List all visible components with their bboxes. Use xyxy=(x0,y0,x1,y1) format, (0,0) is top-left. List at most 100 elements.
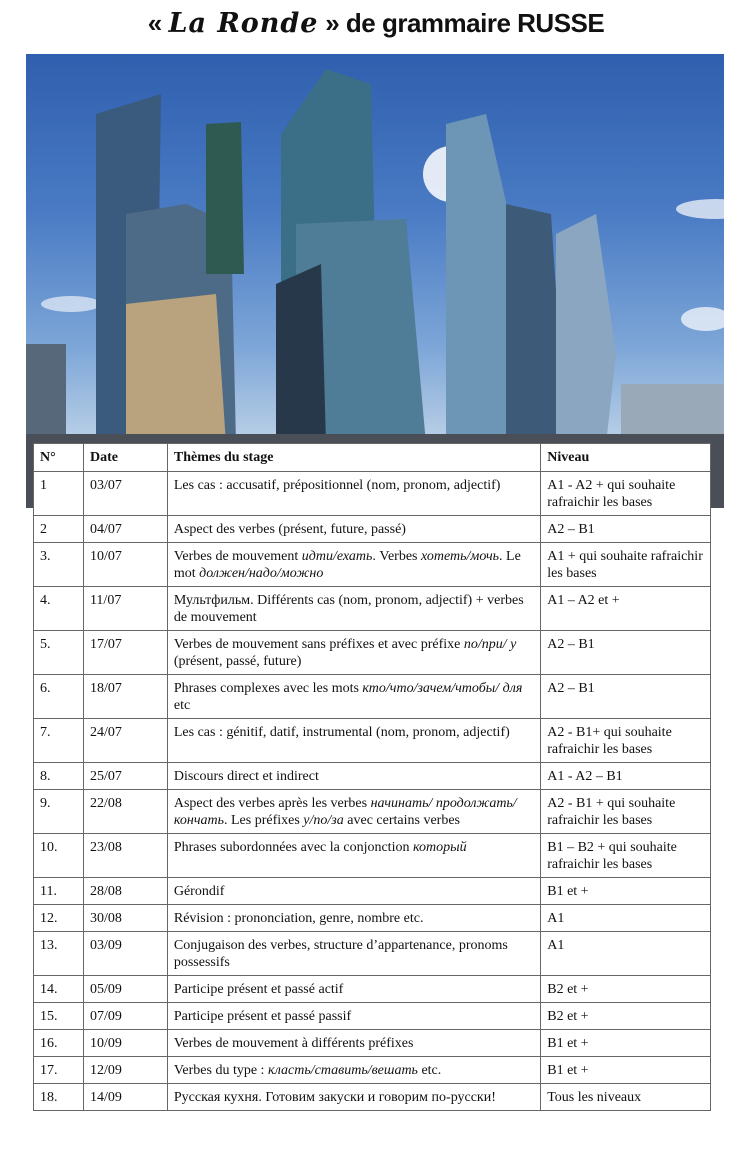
cell-level: A2 – B1 xyxy=(540,674,711,719)
table-row: 8. 25/07 Discours direct et indirect A1 - A… xyxy=(33,762,711,790)
table-row: 4. 11/07 Мультфильм. Différents cas (nom, … xyxy=(33,586,711,631)
cell-level: B1 et + xyxy=(540,1029,711,1057)
theme-text: avec certains verbes xyxy=(343,813,460,828)
table-row: 11. 28/08 Gérondif B1 et + xyxy=(33,877,711,905)
theme-text: (présent, passé, future) xyxy=(173,654,302,669)
theme-russian-term: который xyxy=(412,840,467,855)
moscow-city-skyline-photo xyxy=(26,54,724,508)
cell-date: 10/07 xyxy=(82,542,168,587)
table-row: 5. 17/07 Verbes de mouvement sans préfixes… xyxy=(33,630,711,675)
cell-date: 05/09 xyxy=(82,975,168,1003)
cell-number: 6. xyxy=(33,674,84,719)
page-title: « La Ronde » de grammaire RUSSE xyxy=(0,8,752,39)
cell-level: B1 – B2 + qui souhaite rafraichir les ba… xyxy=(540,833,711,878)
cell-theme: Gérondif xyxy=(166,877,542,905)
cell-date: 23/08 xyxy=(82,833,168,878)
cell-level: A1 xyxy=(540,931,711,976)
title-rest: de grammaire RUSSE xyxy=(345,8,605,38)
cell-number: 15. xyxy=(33,1002,84,1030)
cell-level: B2 et + xyxy=(540,975,711,1003)
table-row: 17. 12/09 Verbes du type : класть/ставить/… xyxy=(33,1056,711,1084)
table-row: 2 04/07 Aspect des verbes (présent, future… xyxy=(33,515,711,543)
cell-date: 24/07 xyxy=(82,718,168,763)
table-row: 1 03/07 Les cas : accusatif, prépositionne… xyxy=(33,471,711,516)
cell-level: B1 et + xyxy=(540,1056,711,1084)
cell-number: 12. xyxy=(33,904,84,932)
theme-text: Aspect des verbes (présent, future, pass… xyxy=(173,522,406,537)
cell-level: A2 - B1 + qui souhaite rafraichir les ba… xyxy=(540,789,711,834)
cell-number: 9. xyxy=(33,789,84,834)
header-level: Niveau xyxy=(540,443,711,472)
cell-date: 07/09 xyxy=(82,1002,168,1030)
table-row: 16. 10/09 Verbes de mouvement à différents… xyxy=(33,1029,711,1057)
title-logo: La Ronde xyxy=(168,8,319,39)
cell-date: 28/08 xyxy=(82,877,168,905)
theme-text: Aspect des verbes après les verbes xyxy=(173,796,371,811)
theme-russian-term: должен/надо/можно xyxy=(199,566,324,581)
table-row: 10. 23/08 Phrases subordonnées avec la con… xyxy=(33,833,711,878)
skyline-illustration xyxy=(26,69,724,508)
cell-date: 22/08 xyxy=(82,789,168,834)
header-date: Date xyxy=(82,443,168,472)
theme-text: Verbes de mouvement à différents préfixe… xyxy=(173,1036,414,1051)
table-row: 3. 10/07 Verbes de mouvement идти/ехать. V… xyxy=(33,542,711,587)
cell-date: 04/07 xyxy=(82,515,168,543)
theme-text: Мультфильм. Différents cas (nom, pronom,… xyxy=(173,593,524,625)
cell-theme: Les cas : génitif, datif, instrumental (… xyxy=(166,718,542,763)
cell-level: A1 + qui souhaite rafraichir les bases xyxy=(540,542,711,587)
theme-russian-term: класть/ставить/вешать xyxy=(267,1063,418,1078)
cell-number: 8. xyxy=(33,762,84,790)
cell-number: 7. xyxy=(33,718,84,763)
cell-number: 18. xyxy=(33,1083,84,1111)
cell-theme: Aspect des verbes après les verbes начин… xyxy=(166,789,542,834)
theme-text: Les cas : génitif, datif, instrumental (… xyxy=(173,725,510,740)
cell-date: 30/08 xyxy=(82,904,168,932)
cell-level: A1 - A2 + qui souhaite rafraichir les ba… xyxy=(540,471,711,516)
theme-text: Verbes de mouvement sans préfixes et ave… xyxy=(173,637,464,652)
theme-text: etc. xyxy=(417,1063,442,1078)
table-row: 6. 18/07 Phrases complexes avec les mots к… xyxy=(33,674,711,719)
cell-number: 14. xyxy=(33,975,84,1003)
cell-theme: Discours direct et indirect xyxy=(166,762,542,790)
theme-russian-term: хотеть/мочь xyxy=(421,549,500,564)
cell-date: 14/09 xyxy=(82,1083,168,1111)
theme-russian-term: у/по/за xyxy=(303,813,344,828)
cell-level: A2 - B1+ qui souhaite rafraichir les bas… xyxy=(540,718,711,763)
cell-number: 2 xyxy=(33,515,84,543)
theme-russian-term: идти/ехать xyxy=(301,549,373,564)
cell-theme: Verbes de mouvement идти/ехать. Verbes х… xyxy=(166,542,542,587)
cell-theme: Verbes de mouvement à différents préfixe… xyxy=(166,1029,542,1057)
cell-level: A1 xyxy=(540,904,711,932)
header-theme: Thèmes du stage xyxy=(166,443,542,472)
theme-text: Русская кухня. Готовим закуски и говорим… xyxy=(173,1090,496,1105)
cell-number: 17. xyxy=(33,1056,84,1084)
cell-theme: Phrases subordonnées avec la conjonction… xyxy=(166,833,542,878)
table-row: 9. 22/08 Aspect des verbes après les verbe… xyxy=(33,789,711,834)
cell-level: Tous les niveaux xyxy=(540,1083,711,1111)
table-row: 14. 05/09 Participe présent et passé actif… xyxy=(33,975,711,1003)
theme-text: Phrases subordonnées avec la conjonction xyxy=(173,840,413,855)
cell-number: 10. xyxy=(33,833,84,878)
cell-level: B1 et + xyxy=(540,877,711,905)
cell-number: 11. xyxy=(33,877,84,905)
cell-number: 3. xyxy=(33,542,84,587)
cell-theme: Participe présent et passé passif xyxy=(166,1002,542,1030)
table-row: 7. 24/07 Les cas : génitif, datif, instrum… xyxy=(33,718,711,763)
header-number: N° xyxy=(33,443,84,472)
theme-text: Participe présent et passé actif xyxy=(173,982,344,997)
table-row: 12. 30/08 Révision : prononciation, genre,… xyxy=(33,904,711,932)
cell-date: 17/07 xyxy=(82,630,168,675)
theme-text: Discours direct et indirect xyxy=(173,769,319,784)
theme-text: Les cas : accusatif, prépositionnel (nom… xyxy=(173,478,501,493)
theme-russian-term: кто/что/зачем/чтобы/ для xyxy=(362,681,523,696)
cell-date: 25/07 xyxy=(82,762,168,790)
cell-theme: Aspect des verbes (présent, future, pass… xyxy=(166,515,542,543)
theme-text: etc xyxy=(173,698,191,713)
theme-text: . Les préfixes xyxy=(223,813,304,828)
title-close-quote: » xyxy=(325,8,340,38)
theme-text: Conjugaison des verbes, structure d’appa… xyxy=(173,938,508,970)
cell-date: 18/07 xyxy=(82,674,168,719)
theme-text: Phrases complexes avec les mots xyxy=(173,681,363,696)
cell-number: 4. xyxy=(33,586,84,631)
course-schedule-table: N° Date Thèmes du stage Niveau 1 03/07 Les… xyxy=(33,443,711,1111)
